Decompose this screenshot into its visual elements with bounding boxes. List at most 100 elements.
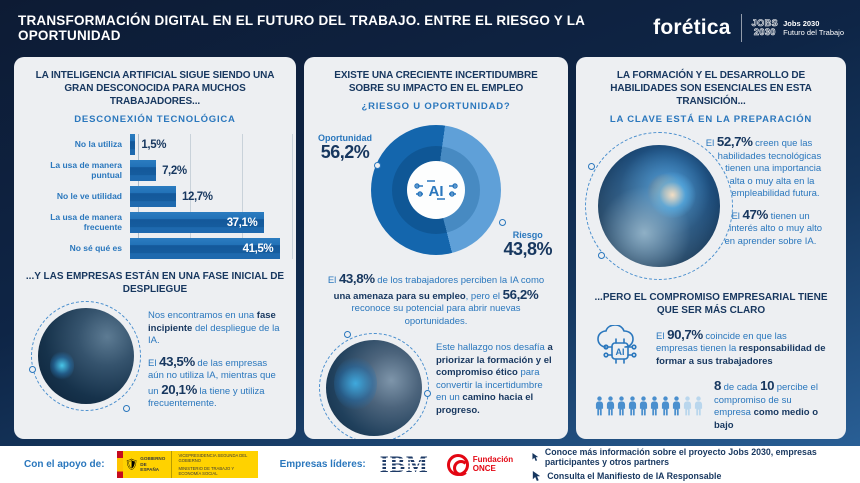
ring-node-icon xyxy=(588,163,595,170)
donut-label-risk: Riesgo 43,8% xyxy=(503,230,552,259)
bar: 41,5% xyxy=(130,238,281,259)
pointer-hand-icon xyxy=(532,453,539,461)
bar-row: No le ve utilidad 12,7% xyxy=(26,186,284,207)
gov-name: GOBIERNO DE ESPAÑA xyxy=(139,451,173,478)
bar-value-label: 7,2% xyxy=(162,164,187,177)
spain-flag-icon xyxy=(116,451,124,478)
bar-row: No la utiliza 1,5% xyxy=(26,134,284,155)
footer: Con el apoyo de: 🛡 GOBIERNO DE ESPAÑA VI… xyxy=(0,446,860,483)
bar-chart-gridline xyxy=(292,134,293,259)
card-uncertainty: EXISTE UNA CRECIENTE INCERTIDUMBRE SOBRE… xyxy=(304,57,568,439)
person-icon xyxy=(672,395,681,415)
card1-paragraph-2: El 43,5% de las empresas aún no utiliza … xyxy=(148,353,276,410)
ring-node-icon xyxy=(123,405,130,412)
bar-track: 7,2% xyxy=(130,160,284,181)
jobs2030-badge: JOBS 2030 Jobs 2030 Futuro del Trabajo xyxy=(751,18,844,38)
person-icon xyxy=(595,395,604,415)
dashed-ring-decoration xyxy=(31,301,141,411)
bar-chart-gridline xyxy=(190,134,191,259)
bar-category-label: La usa de manera puntual xyxy=(50,159,122,180)
link-jobs2030-info[interactable]: Conoce más información sobre el proyecto… xyxy=(531,447,860,467)
card2-title: EXISTE UNA CRECIENTE INCERTIDUMBRE SOBRE… xyxy=(334,70,538,94)
footer-links: Conoce más información sobre el proyecto… xyxy=(531,447,860,482)
bar-chart-rows: No la utiliza 1,5% La usa de manera puntua… xyxy=(26,134,284,259)
card1-title: LA INTELIGENCIA ARTIFICIAL SIGUE SIENDO … xyxy=(35,70,275,107)
bar-category-label: No la utiliza xyxy=(74,138,122,149)
bar-value-label: 37,1% xyxy=(226,216,258,229)
person-icon xyxy=(661,395,670,415)
ring-node-icon xyxy=(29,365,36,373)
ring-node-icon xyxy=(598,252,605,259)
card2-chart-title: ¿RIESGO U OPORTUNIDAD? xyxy=(361,101,511,112)
photo-man-digital-brain xyxy=(326,340,422,437)
donut-chart: AI Oportunidad 56,2% Riesgo 43,8% xyxy=(312,116,560,264)
person-icon xyxy=(617,395,626,415)
ibm-logo: IBM xyxy=(379,452,429,477)
bar-track: 12,7% xyxy=(130,186,284,207)
card3-chart-title: LA CLAVE ESTÁ EN LA PREPARACIÓN xyxy=(609,114,813,125)
gobierno-espana-logo: 🛡 GOBIERNO DE ESPAÑA VICEPRESIDENCIA SEG… xyxy=(116,451,258,478)
content-columns: LA INTELIGENCIA ARTIFICIAL SIGUE SIENDO … xyxy=(14,57,846,439)
photo-team-circle xyxy=(29,301,141,412)
person-icon xyxy=(683,395,692,415)
header: TRANSFORMACIÓN DIGITAL EN EL FUTURO DEL … xyxy=(0,0,860,56)
support-label: Con el apoyo de: xyxy=(24,459,105,470)
ring-node-icon xyxy=(424,390,431,398)
donut-label-opportunity: Oportunidad 56,2% xyxy=(318,133,372,162)
card3-subtitle: ...PERO EL COMPROMISO EMPRESARIAL TIENE … xyxy=(594,292,828,316)
svg-text:AI: AI xyxy=(429,183,444,200)
card3-paragraph-3: El 90,7% coincide en que las empresas ti… xyxy=(656,326,826,367)
svg-text:AI: AI xyxy=(616,347,625,357)
bar-chart: No la utiliza 1,5% La usa de manera puntua… xyxy=(26,134,293,259)
bar xyxy=(130,186,176,207)
ring-node-icon xyxy=(344,331,351,339)
card3-paragraph-2: El 47% tienen un interés alto o muy alto… xyxy=(724,206,823,247)
bar-track: 1,5% xyxy=(130,134,284,155)
dashed-ring-decoration xyxy=(319,333,429,439)
link-ia-manifesto[interactable]: Consulta el Manifiesto de IA Responsable xyxy=(531,470,860,482)
dashed-ring-decoration xyxy=(585,132,733,280)
donut-connector-node-icon xyxy=(374,162,381,169)
person-icon xyxy=(606,395,615,415)
bar: 37,1% xyxy=(130,212,265,233)
people-stat-row: 8 de cada 10 percibe el compromiso de su… xyxy=(594,379,830,432)
person-icon xyxy=(694,395,703,415)
bar-row: La usa de manera frecuente 37,1% xyxy=(26,212,284,233)
card2-paragraph-2: Este hallazgo nos desafía a priorizar la… xyxy=(436,342,553,416)
cloud-ai-icon: AI xyxy=(597,325,637,364)
jobs2030-badge-text: Jobs 2030 Futuro del Trabajo xyxy=(783,18,844,37)
brand-area: forética JOBS 2030 Jobs 2030 Futuro del … xyxy=(653,14,844,42)
cloud-ai-row: AI El 90,7% coincide en que las empresas… xyxy=(594,325,830,371)
bar xyxy=(130,160,157,181)
card3-paragraph-1: El 52,7% creen que las habilidades tecno… xyxy=(705,134,822,200)
bar-category-label: La usa de manera frecuente xyxy=(50,211,122,232)
photo-team-at-computers xyxy=(38,308,134,404)
card-ai-unknown: LA INTELIGENCIA ARTIFICIAL SIGUE SIENDO … xyxy=(14,57,296,439)
donut-center: AI xyxy=(407,161,465,219)
bar-value-label: 1,5% xyxy=(141,138,167,151)
card-training: LA FORMACIÓN Y EL DESARROLLO DE HABILIDA… xyxy=(576,57,846,439)
photo-woman-circle xyxy=(585,132,733,280)
card2-paragraph-1: El 43,8% de los trabajadores perciben la… xyxy=(327,271,545,327)
fundacion-once-logo: Fundación ONCE xyxy=(446,453,513,476)
gov-departments: VICEPRESIDENCIA SEGUNDA DEL GOBIERNO MIN… xyxy=(178,453,248,476)
bar xyxy=(130,134,136,155)
ai-chip-icon: AI xyxy=(414,180,458,200)
card1-subtitle: ...Y LAS EMPRESAS ESTÁN EN UNA FASE INIC… xyxy=(25,271,285,295)
card3-top-block: El 52,7% creen que las habilidades tecno… xyxy=(585,132,832,285)
card1-chart-title: DESCONEXIÓN TECNOLÓGICA xyxy=(74,114,236,125)
foretica-logo: forética xyxy=(653,16,731,39)
page-title: TRANSFORMACIÓN DIGITAL EN EL FUTURO DEL … xyxy=(18,13,585,43)
bar-value-label: 12,7% xyxy=(181,190,213,203)
spain-crest-icon: 🛡 xyxy=(124,459,139,471)
bar-track: 41,5% xyxy=(130,238,284,259)
bar-category-label: No sé qué es xyxy=(69,242,122,253)
jobs2030-logo-icon: JOBS 2030 xyxy=(751,18,779,37)
people-icons xyxy=(594,395,704,416)
person-icon xyxy=(650,395,659,415)
person-icon xyxy=(639,395,648,415)
photo-man-circle xyxy=(319,331,431,439)
bar-row: No sé qué es 41,5% xyxy=(26,238,284,259)
bar-row: La usa de manera puntual 7,2% xyxy=(26,160,284,181)
bar-category-label: No le ve utilidad xyxy=(56,190,122,201)
